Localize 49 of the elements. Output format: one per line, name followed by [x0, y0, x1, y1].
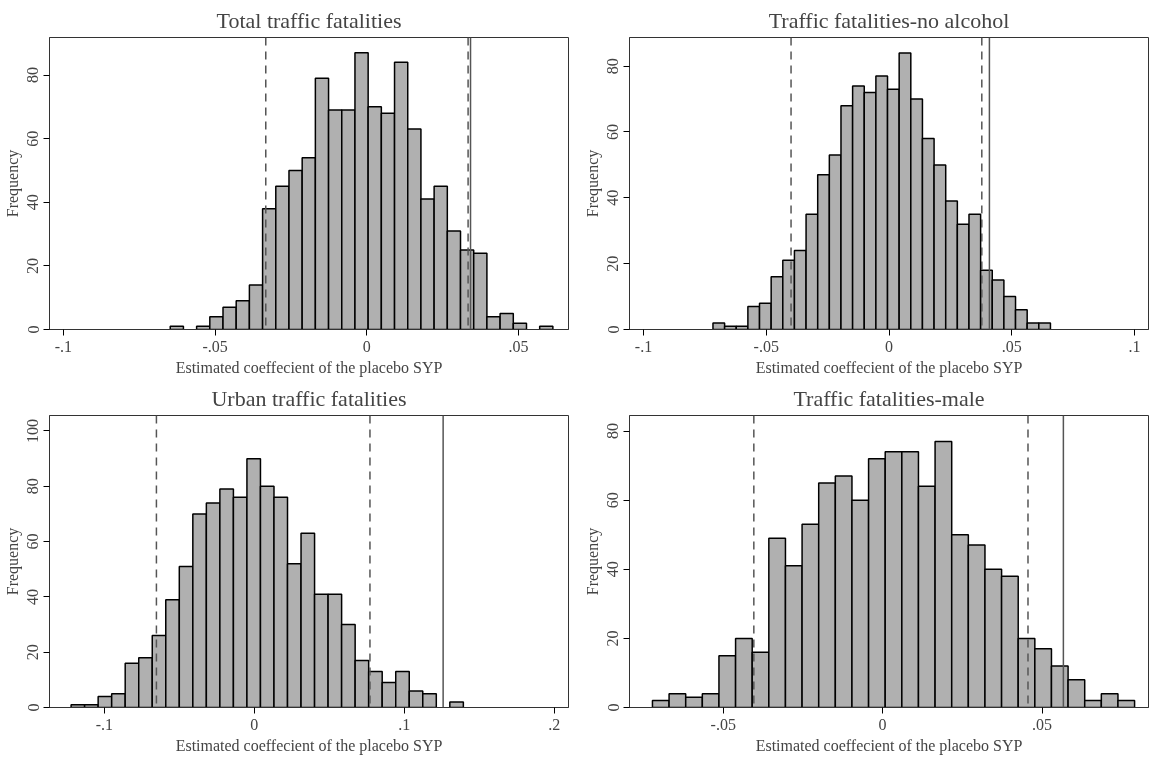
x-tick-label: -.1 — [634, 337, 653, 355]
chart-title: Total traffic fatalities — [216, 7, 402, 33]
y-tick-label: 80 — [24, 478, 42, 495]
x-tick-label: -.05 — [202, 337, 228, 355]
y-tick-label: 60 — [604, 123, 622, 140]
x-axis-title: Estimated coeffecient of the placebo SYP — [755, 358, 1023, 377]
x-axis-title: Estimated coeffecient of the placebo SYP — [755, 736, 1023, 755]
y-tick-label: 0 — [24, 703, 42, 712]
y-tick-label: 20 — [24, 257, 42, 274]
x-tick-label: 0 — [250, 715, 259, 733]
y-tick-label: 100 — [24, 418, 42, 443]
chart-title: Traffic fatalities-male — [793, 385, 985, 411]
y-axis-title: Frequency — [583, 527, 602, 596]
y-tick-label: 80 — [24, 67, 42, 84]
x-tick-label: .2 — [548, 715, 561, 733]
x-axis-title: Estimated coeffecient of the placebo SYP — [175, 736, 443, 755]
y-tick-label: 80 — [604, 58, 622, 75]
y-tick-label: 20 — [24, 644, 42, 661]
y-tick-label: 0 — [604, 703, 622, 712]
x-tick-label: .05 — [1001, 337, 1022, 355]
y-tick-label: 40 — [24, 588, 42, 605]
y-tick-label: 0 — [604, 325, 622, 334]
y-tick-label: 60 — [604, 492, 622, 509]
y-tick-label: 20 — [604, 255, 622, 272]
y-axis-title: Frequency — [583, 149, 602, 218]
chart-title: Urban traffic fatalities — [211, 385, 407, 411]
y-axis-title: Frequency — [3, 527, 22, 596]
y-axis-title: Frequency — [3, 149, 22, 218]
x-axis-title: Estimated coeffecient of the placebo SYP — [175, 358, 443, 377]
x-tick-label: .1 — [1128, 337, 1141, 355]
x-tick-label: 0 — [878, 715, 887, 733]
x-tick-label: 0 — [885, 337, 893, 355]
x-tick-label: .05 — [1032, 715, 1053, 733]
x-tick-label: .1 — [398, 715, 411, 733]
y-tick-label: 20 — [604, 630, 622, 647]
x-tick-label: 0 — [362, 337, 371, 355]
y-tick-label: 0 — [24, 325, 42, 334]
y-tick-label: 40 — [24, 194, 42, 211]
y-tick-label: 40 — [604, 189, 622, 206]
y-tick-label: 60 — [24, 533, 42, 550]
x-tick-label: -.05 — [710, 715, 736, 733]
chart-title: Traffic fatalities-no alcohol — [768, 7, 1010, 33]
x-tick-label: .05 — [508, 337, 529, 355]
y-tick-label: 60 — [24, 130, 42, 147]
x-tick-label: -.1 — [95, 715, 114, 733]
y-tick-label: 80 — [604, 423, 622, 440]
y-tick-label: 40 — [604, 561, 622, 578]
x-tick-label: -.1 — [54, 337, 73, 355]
x-tick-label: -.05 — [753, 337, 779, 355]
